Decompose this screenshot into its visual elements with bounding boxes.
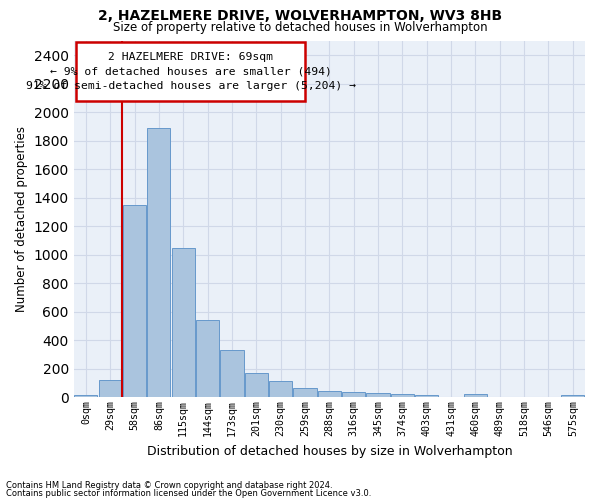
Bar [342, 392, 365, 398]
Text: 2, HAZELMERE DRIVE, WOLVERHAMPTON, WV3 8HB: 2, HAZELMERE DRIVE, WOLVERHAMPTON, WV3 8… [98, 9, 502, 23]
Bar [172, 248, 195, 398]
Bar [269, 381, 292, 398]
Bar [98, 380, 122, 398]
Bar [74, 394, 97, 398]
Bar [148, 128, 170, 398]
Bar [293, 388, 317, 398]
Bar [245, 373, 268, 398]
Bar [464, 394, 487, 398]
Bar [220, 350, 244, 398]
FancyBboxPatch shape [76, 42, 305, 101]
Bar [318, 392, 341, 398]
X-axis label: Distribution of detached houses by size in Wolverhampton: Distribution of detached houses by size … [146, 444, 512, 458]
Text: Contains public sector information licensed under the Open Government Licence v3: Contains public sector information licen… [6, 488, 371, 498]
Y-axis label: Number of detached properties: Number of detached properties [15, 126, 28, 312]
Bar [196, 320, 219, 398]
Bar [123, 205, 146, 398]
Text: Size of property relative to detached houses in Wolverhampton: Size of property relative to detached ho… [113, 21, 487, 34]
Bar [561, 395, 584, 398]
Bar [391, 394, 414, 398]
Text: 2 HAZELMERE DRIVE: 69sqm
← 9% of detached houses are smaller (494)
91% of semi-d: 2 HAZELMERE DRIVE: 69sqm ← 9% of detache… [26, 52, 356, 92]
Text: Contains HM Land Registry data © Crown copyright and database right 2024.: Contains HM Land Registry data © Crown c… [6, 481, 332, 490]
Bar [415, 395, 439, 398]
Bar [367, 394, 389, 398]
